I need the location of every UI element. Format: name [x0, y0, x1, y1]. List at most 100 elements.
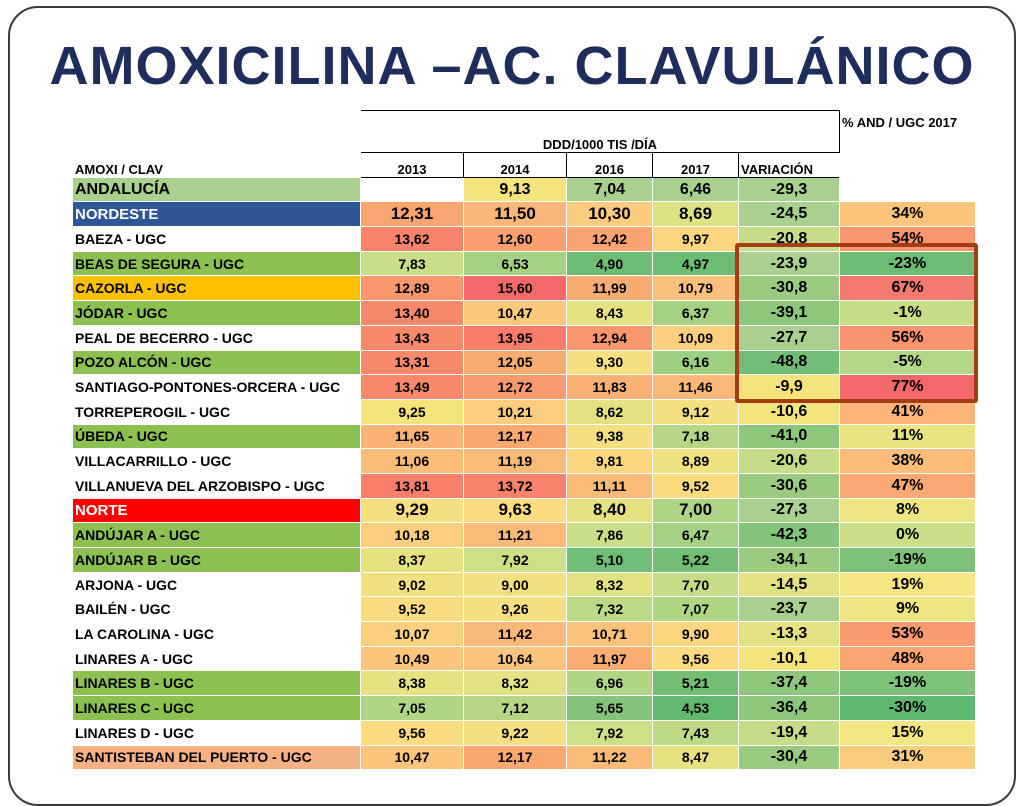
pct-cell: 47%: [839, 472, 976, 499]
row-name: BEAS DE SEGURA - UGC: [72, 250, 361, 277]
variation-cell: -20,6: [738, 448, 840, 474]
pct-cell: 8%: [839, 497, 976, 524]
col-header: 2016: [566, 152, 653, 178]
pct-header: % AND / UGC 2017: [839, 110, 976, 178]
value-cell: 9,38: [566, 423, 653, 450]
value-cell: 12,42: [566, 226, 653, 252]
pct-cell: 56%: [839, 324, 976, 351]
value-cell: 10,47: [463, 300, 567, 326]
value-cell: 5,22: [652, 547, 739, 573]
value-cell: 9,29: [360, 497, 464, 524]
value-cell: 11,42: [463, 621, 567, 647]
value-cell: 11,97: [566, 645, 653, 672]
row-name: VILLANUEVA DEL ARZOBISPO - UGC: [72, 472, 361, 499]
pct-cell: 38%: [839, 448, 976, 474]
table-row: ARJONA - UGC 9,02 9,00 8,32 7,70 -14,5 19%: [72, 571, 976, 598]
variation-cell: -10,6: [738, 398, 840, 425]
pct-cell: 9%: [839, 596, 976, 623]
value-cell: 11,06: [360, 448, 464, 474]
table-row: ÚBEDA - UGC 11,65 12,17 9,38 7,18 -41,0 11%: [72, 423, 976, 450]
variation-cell: -30,6: [738, 472, 840, 499]
value-cell: 9,81: [566, 448, 653, 474]
value-cell: 11,21: [463, 522, 567, 548]
value-cell: 9,90: [652, 621, 739, 647]
variation-cell: -42,3: [738, 522, 840, 548]
value-cell: 9,52: [360, 596, 464, 623]
table-row: LINARES B - UGC 8,38 8,32 6,96 5,21 -37,4 -19%: [72, 670, 976, 697]
table-row: JÓDAR - UGC 13,40 10,47 8,43 6,37 -39,1 -1%: [72, 300, 976, 326]
value-cell: 9,56: [652, 645, 739, 672]
value-cell: 10,18: [360, 522, 464, 548]
row-name: LINARES C - UGC: [72, 695, 361, 721]
value-cell: 11,22: [566, 744, 653, 771]
value-cell: 13,95: [463, 324, 567, 351]
value-cell: 8,32: [566, 571, 653, 598]
table-row: BAILÉN - UGC 9,52 9,26 7,32 7,07 -23,7 9%: [72, 596, 976, 623]
value-cell: 11,46: [652, 374, 739, 400]
row-name: CAZORLA - UGC: [72, 275, 361, 302]
pct-cell: 34%: [839, 201, 976, 228]
value-cell: 11,11: [566, 472, 653, 499]
value-cell: 6,16: [652, 349, 739, 376]
row-name: TORREPEROGIL - UGC: [72, 398, 361, 425]
value-cell: 5,10: [566, 547, 653, 573]
value-cell: 13,31: [360, 349, 464, 376]
pct-cell: 53%: [839, 621, 976, 647]
value-cell: 12,17: [463, 423, 567, 450]
value-cell: 7,05: [360, 695, 464, 721]
variation-cell: -23,7: [738, 596, 840, 623]
value-cell: 12,89: [360, 275, 464, 302]
slide-title: AMOXICILINA –AC. CLAVULÁNICO: [49, 36, 975, 96]
table-row: LINARES A - UGC 10,49 10,64 11,97 9,56 -10,1 4…: [72, 645, 976, 672]
row-name: SANTISTEBAN DEL PUERTO - UGC: [72, 744, 361, 771]
value-cell: 9,22: [463, 719, 567, 746]
variation-cell: -36,4: [738, 695, 840, 721]
value-cell: 11,83: [566, 374, 653, 400]
value-cell: 7,12: [463, 695, 567, 721]
value-cell: 6,96: [566, 670, 653, 697]
pct-cell: 48%: [839, 645, 976, 672]
row-name: POZO ALCÓN - UGC: [72, 349, 361, 376]
value-cell: 9,30: [566, 349, 653, 376]
table-row: CAZORLA - UGC 12,89 15,60 11,99 10,79 -30,8 67…: [72, 275, 976, 302]
col-header: VARIACIÓN: [738, 152, 840, 178]
value-cell: 7,32: [566, 596, 653, 623]
row-name: LINARES B - UGC: [72, 670, 361, 697]
value-cell: 10,64: [463, 645, 567, 672]
value-cell: 10,49: [360, 645, 464, 672]
value-cell: 5,21: [652, 670, 739, 697]
row-name: LINARES D - UGC: [72, 719, 361, 746]
value-cell: [360, 176, 464, 203]
table-row: LINARES D - UGC 9,56 9,22 7,92 7,43 -19,4 15%: [72, 719, 976, 746]
value-cell: 9,52: [652, 472, 739, 499]
row-name: BAILÉN - UGC: [72, 596, 361, 623]
pct-cell: 19%: [839, 571, 976, 598]
row-name: ARJONA - UGC: [72, 571, 361, 598]
region-total-row: ANDALUCÍA 9,13 7,04 6,46 -29,3: [72, 176, 976, 203]
value-cell: 8,38: [360, 670, 464, 697]
row-name: BAEZA - UGC: [72, 226, 361, 252]
value-cell: 7,00: [652, 497, 739, 524]
value-cell: 10,21: [463, 398, 567, 425]
value-cell: 7,43: [652, 719, 739, 746]
variation-cell: -23,9: [738, 250, 840, 277]
row-name: ANDÚJAR B - UGC: [72, 547, 361, 573]
row-name: NORDESTE: [72, 201, 361, 228]
value-cell: 12,05: [463, 349, 567, 376]
value-cell: 10,71: [566, 621, 653, 647]
value-cell: 9,12: [652, 398, 739, 425]
variation-cell: -20,8: [738, 226, 840, 252]
value-cell: 9,13: [463, 176, 567, 203]
row-name: ANDALUCÍA: [72, 176, 361, 203]
value-cell: 8,62: [566, 398, 653, 425]
variation-cell: -30,8: [738, 275, 840, 302]
pct-cell: -30%: [839, 695, 976, 721]
row-name: LA CAROLINA - UGC: [72, 621, 361, 647]
variation-cell: -48,8: [738, 349, 840, 376]
table-row: PEAL DE BECERRO - UGC 13,43 13,95 12,94 10,0…: [72, 324, 976, 351]
value-cell: 15,60: [463, 275, 567, 302]
value-cell: 4,90: [566, 250, 653, 277]
row-name: JÓDAR - UGC: [72, 300, 361, 326]
value-cell: 9,56: [360, 719, 464, 746]
value-cell: 10,30: [566, 201, 653, 228]
